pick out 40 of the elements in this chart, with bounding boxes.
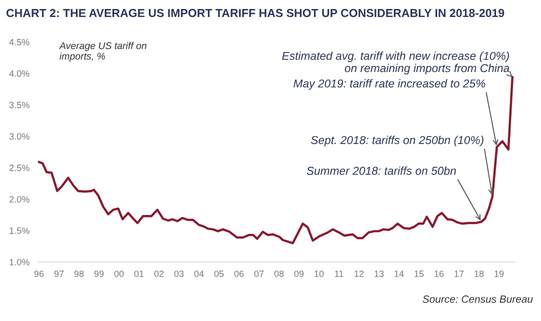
x-tick-label: 00 [114, 270, 124, 277]
x-tick-label: 02 [154, 270, 164, 277]
y-tick-label: 3.0% [9, 133, 30, 140]
line-series [38, 76, 514, 244]
x-tick-label: 07 [254, 270, 264, 277]
x-tick-label: 04 [194, 270, 204, 277]
y-axis-title: Average US tariff on imports, % [58, 42, 146, 62]
x-tick-label: 06 [234, 270, 244, 277]
x-tick-label: 15 [414, 270, 424, 277]
y-tick-label: 2.0% [10, 196, 30, 203]
y-tick-label: 3.5% [9, 102, 30, 108]
x-tick-label: 10 [314, 270, 324, 277]
x-tick-label: 98 [74, 270, 84, 277]
x-tick-label: 11 [335, 270, 344, 277]
x-tick-label: 16 [434, 270, 444, 277]
y-tick-label: 4.0% [9, 70, 30, 77]
y-tick-label: 1.5% [10, 228, 30, 234]
annotation: May 2019: tariff rate increased to 25% [294, 79, 486, 90]
x-tick-label: 05 [214, 270, 224, 277]
x-tick-label: 96 [34, 270, 44, 277]
x-tick-label: 13 [374, 270, 384, 277]
y-tick-label: 1.0% [10, 258, 30, 266]
source-note: Source: Census Bureau [422, 295, 533, 303]
x-tick-label: 08 [274, 270, 284, 277]
x-tick-label: 09 [294, 270, 304, 277]
annotation: Estimated avg. tariff with new increase (10%) on remaining imports from China [282, 52, 510, 74]
y-tick-label: 2.5% [10, 164, 30, 172]
x-tick-label: 97 [54, 270, 64, 277]
x-tick-label: 18 [474, 270, 484, 277]
y-tick-label: 4.5% [9, 39, 30, 46]
x-tick-label: 12 [354, 270, 364, 277]
x-tick-label: 17 [454, 270, 464, 277]
x-tick-label: 03 [174, 270, 184, 277]
x-tick-label: 14 [394, 270, 404, 277]
chart-title: CHART 2: THE AVERAGE US IMPORT TARIFF HAS SHOT UP CONSIDERABLY IN 2018-2019 [6, 8, 504, 18]
x-tick-label: 19 [494, 270, 504, 277]
x-tick-label: 99 [94, 270, 104, 277]
annotation: Sept. 2018: tariffs on 250bn (10%) [310, 136, 484, 146]
annotation: Summer 2018: tariffs on 50bn [306, 166, 456, 175]
x-tick-label: 01 [134, 270, 144, 277]
